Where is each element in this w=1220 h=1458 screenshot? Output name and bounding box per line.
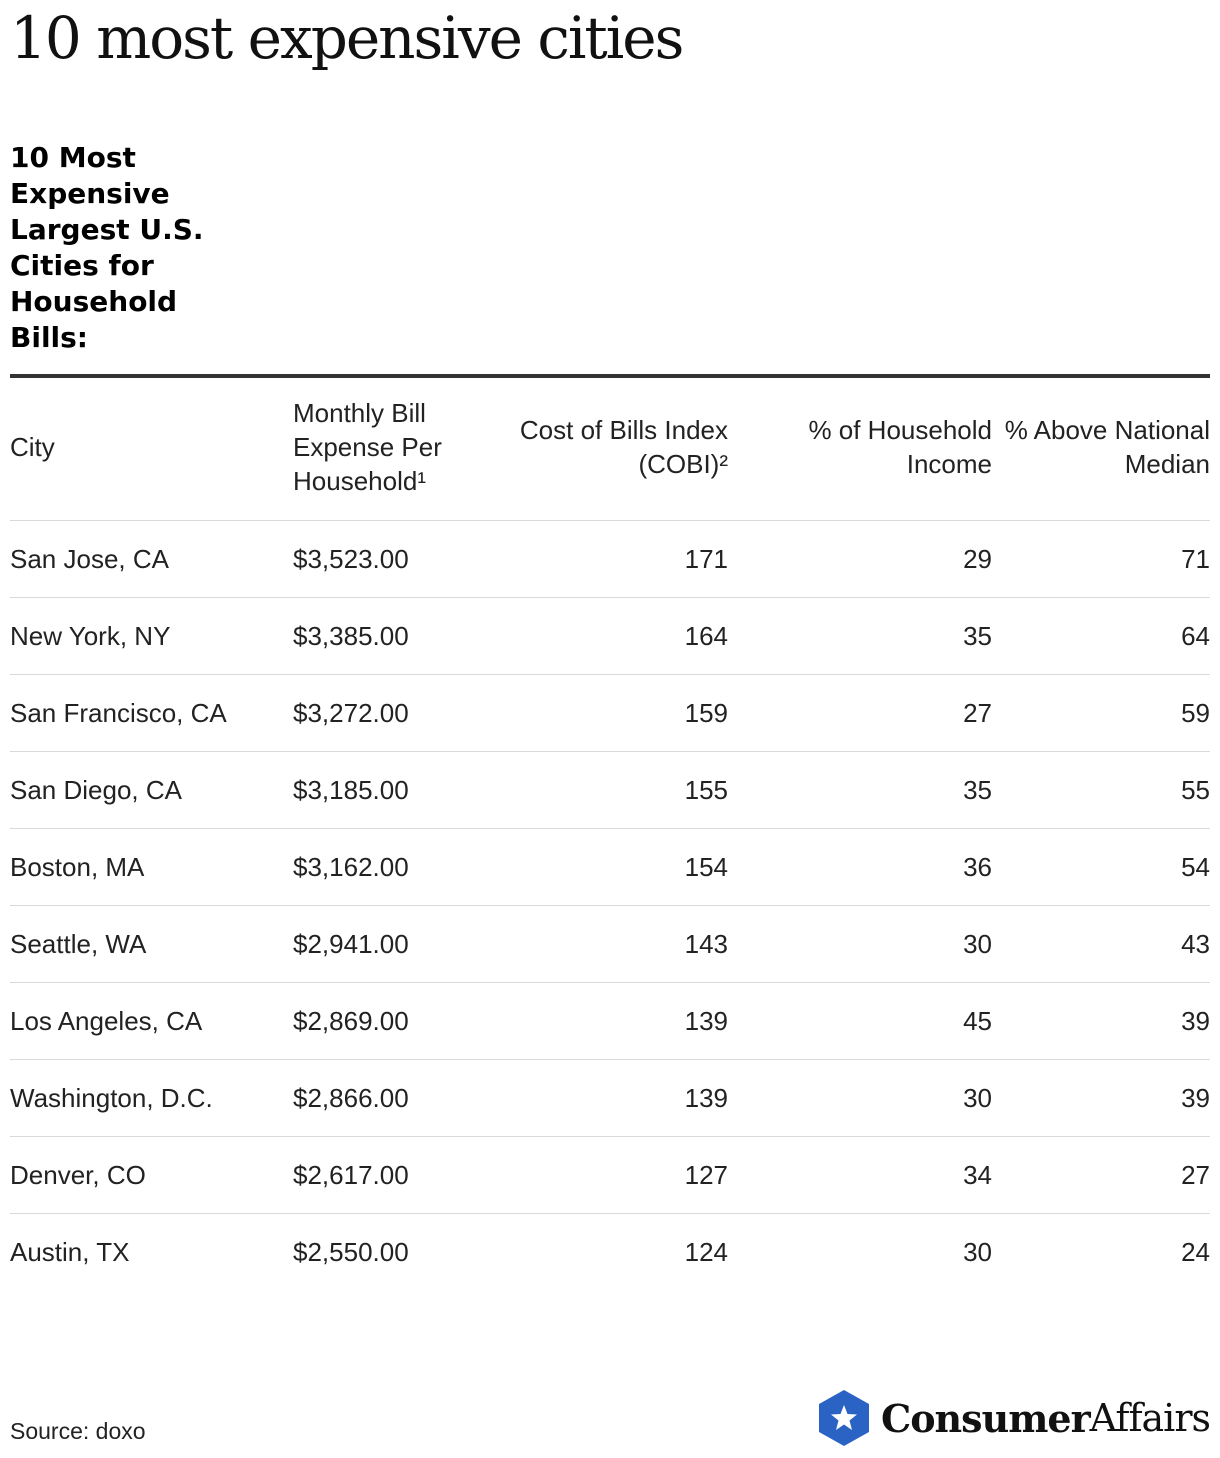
table-row: San Francisco, CA $3,272.00 159 27 59: [10, 675, 1210, 752]
cell-cobi: 164: [684, 621, 728, 651]
cell-pct-above-median: 43: [1181, 929, 1210, 959]
cell-city: Seattle, WA: [10, 929, 147, 959]
cell-pct-income: 29: [963, 544, 992, 574]
cell-pct-above-median: 39: [1181, 1083, 1210, 1113]
cell-city: Washington, D.C.: [10, 1083, 213, 1113]
cell-monthly-bill: $3,162.00: [293, 852, 409, 882]
brand-name-regular: Affairs: [1089, 1396, 1211, 1440]
data-table-container: City Monthly Bill Expense Per Household¹…: [10, 374, 1210, 1290]
cell-city: San Jose, CA: [10, 544, 169, 574]
table-row: Los Angeles, CA $2,869.00 139 45 39: [10, 983, 1210, 1060]
table-row: San Jose, CA $3,523.00 171 29 71: [10, 521, 1210, 598]
cell-pct-above-median: 39: [1181, 1006, 1210, 1036]
table-row: Seattle, WA $2,941.00 143 30 43: [10, 906, 1210, 983]
cell-city: San Francisco, CA: [10, 698, 227, 728]
table-row: Washington, D.C. $2,866.00 139 30 39: [10, 1060, 1210, 1137]
cell-monthly-bill: $3,185.00: [293, 775, 409, 805]
cell-monthly-bill: $2,617.00: [293, 1160, 409, 1190]
star-shield-icon: [818, 1390, 869, 1446]
cell-pct-income: 35: [963, 621, 992, 651]
cell-pct-income: 30: [963, 1083, 992, 1113]
cell-monthly-bill: $3,385.00: [293, 621, 409, 651]
cell-pct-above-median: 71: [1181, 544, 1210, 574]
cell-pct-above-median: 59: [1181, 698, 1210, 728]
cell-cobi: 139: [684, 1083, 728, 1113]
cell-pct-income: 36: [963, 852, 992, 882]
cell-city: Los Angeles, CA: [10, 1006, 203, 1036]
cell-cobi: 155: [684, 775, 728, 805]
column-header-monthly-bill: Monthly Bill Expense Per Household¹: [293, 398, 442, 496]
cell-monthly-bill: $2,550.00: [293, 1237, 409, 1267]
brand-name-bold: Consumer: [880, 1395, 1091, 1441]
table-header-row: City Monthly Bill Expense Per Household¹…: [10, 376, 1210, 521]
cell-cobi: 139: [684, 1006, 728, 1036]
cell-cobi: 171: [684, 544, 728, 574]
table-row: Denver, CO $2,617.00 127 34 27: [10, 1137, 1210, 1214]
cell-city: Boston, MA: [10, 852, 145, 882]
data-table: City Monthly Bill Expense Per Household¹…: [10, 374, 1210, 1290]
cell-pct-above-median: 54: [1181, 852, 1210, 882]
table-row: Austin, TX $2,550.00 124 30 24: [10, 1214, 1210, 1291]
cell-pct-income: 27: [963, 698, 992, 728]
column-header-pct-income: % of Household Income: [808, 415, 992, 479]
page-title: 10 most expensive cities: [10, 4, 684, 72]
brand-logo: Consumer Affairs: [817, 1388, 1211, 1448]
column-header-city: City: [10, 432, 55, 462]
cell-cobi: 124: [684, 1237, 728, 1267]
cell-cobi: 159: [684, 698, 728, 728]
cell-city: New York, NY: [10, 621, 171, 651]
cell-cobi: 143: [684, 929, 728, 959]
table-row: New York, NY $3,385.00 164 35 64: [10, 598, 1210, 675]
cell-pct-income: 30: [963, 1237, 992, 1267]
cell-monthly-bill: $3,523.00: [293, 544, 409, 574]
cell-monthly-bill: $2,869.00: [293, 1006, 409, 1036]
cell-cobi: 154: [684, 852, 728, 882]
cell-pct-income: 30: [963, 929, 992, 959]
cell-pct-income: 35: [963, 775, 992, 805]
table-row: Boston, MA $3,162.00 154 36 54: [10, 829, 1210, 906]
table-row: San Diego, CA $3,185.00 155 35 55: [10, 752, 1210, 829]
column-header-pct-above-median: % Above National Median: [1004, 415, 1210, 479]
cell-monthly-bill: $3,272.00: [293, 698, 409, 728]
table-body: San Jose, CA $3,523.00 171 29 71 New York, NY…: [10, 521, 1210, 1291]
cell-pct-above-median: 64: [1181, 621, 1210, 651]
cell-pct-above-median: 24: [1181, 1237, 1210, 1267]
source-note: Source: doxo: [10, 1418, 146, 1444]
cell-city: Austin, TX: [10, 1237, 130, 1267]
cell-pct-above-median: 27: [1181, 1160, 1210, 1190]
column-header-cobi: Cost of Bills Index (COBI)²: [519, 415, 728, 479]
cell-pct-above-median: 55: [1181, 775, 1210, 805]
cell-monthly-bill: $2,941.00: [293, 929, 409, 959]
cell-city: Denver, CO: [10, 1160, 146, 1190]
cell-city: San Diego, CA: [10, 775, 182, 805]
cell-pct-income: 45: [963, 1006, 992, 1036]
table-title: 10 Most Expensive Largest U.S. Cities fo…: [10, 141, 204, 354]
cell-monthly-bill: $2,866.00: [293, 1083, 409, 1113]
cell-pct-income: 34: [963, 1160, 992, 1190]
cell-cobi: 127: [684, 1160, 728, 1190]
